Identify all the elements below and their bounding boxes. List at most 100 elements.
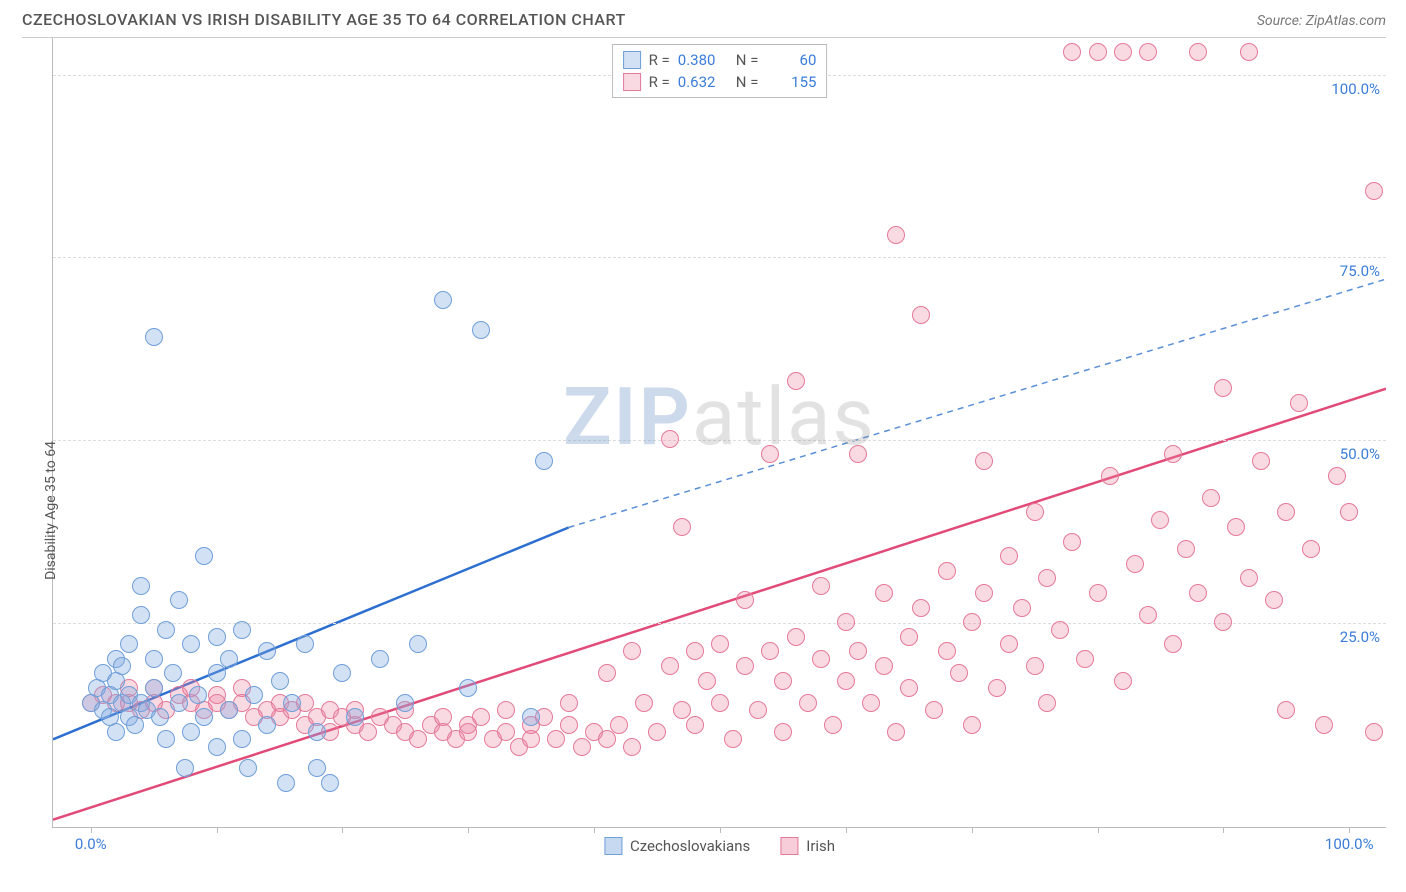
- scatter-point: [107, 723, 125, 741]
- legend-bottom-swatch-0: [604, 837, 622, 855]
- scatter-point: [787, 372, 805, 390]
- scatter-point: [522, 708, 540, 726]
- correlation-legend: R = 0.380 N = 60 R = 0.632 N = 155: [612, 44, 828, 98]
- scatter-point: [900, 628, 918, 646]
- scatter-point: [522, 730, 540, 748]
- scatter-point: [182, 723, 200, 741]
- scatter-point: [1038, 694, 1056, 712]
- chart-container: Disability Age 35 to 64 ZIPatlas R = 0.3…: [22, 37, 1386, 828]
- scatter-point: [1038, 569, 1056, 587]
- scatter-point: [208, 686, 226, 704]
- scatter-point: [1340, 503, 1358, 521]
- scatter-point: [1114, 43, 1132, 61]
- scatter-point: [195, 708, 213, 726]
- scatter-point: [774, 672, 792, 690]
- x-tick: [720, 827, 721, 833]
- scatter-point: [812, 577, 830, 595]
- scatter-point: [120, 635, 138, 653]
- legend-bottom-swatch-1: [780, 837, 798, 855]
- scatter-point: [434, 708, 452, 726]
- x-tick-label: 0.0%: [75, 835, 107, 853]
- scatter-point: [1089, 43, 1107, 61]
- scatter-point: [472, 708, 490, 726]
- scatter-point: [963, 613, 981, 631]
- scatter-point: [145, 328, 163, 346]
- legend-bottom-label-0: Czechoslovakians: [630, 837, 750, 855]
- scatter-point: [1089, 584, 1107, 602]
- scatter-point: [686, 716, 704, 734]
- legend-bottom-label-1: Irish: [806, 837, 835, 855]
- scatter-point: [164, 664, 182, 682]
- legend-r-value-1: 0.632: [678, 73, 728, 91]
- scatter-point: [409, 635, 427, 653]
- scatter-point: [761, 445, 779, 463]
- scatter-point: [359, 723, 377, 741]
- trend-line: [53, 389, 1386, 820]
- legend-n-label-1: N =: [736, 73, 759, 91]
- scatter-point: [975, 584, 993, 602]
- scatter-point: [170, 591, 188, 609]
- scatter-point: [711, 694, 729, 712]
- scatter-point: [774, 723, 792, 741]
- scatter-point: [1051, 621, 1069, 639]
- scatter-point: [837, 613, 855, 631]
- scatter-point: [346, 708, 364, 726]
- scatter-point: [333, 664, 351, 682]
- scatter-point: [208, 628, 226, 646]
- scatter-point: [1240, 569, 1258, 587]
- scatter-point: [724, 730, 742, 748]
- scatter-point: [321, 774, 339, 792]
- scatter-point: [1365, 182, 1383, 200]
- scatter-point: [277, 774, 295, 792]
- scatter-point: [151, 708, 169, 726]
- scatter-point: [1302, 540, 1320, 558]
- scatter-point: [145, 650, 163, 668]
- scatter-point: [673, 701, 691, 719]
- watermark: ZIPatlas: [563, 370, 876, 464]
- scatter-point: [1139, 43, 1157, 61]
- chart-title: CZECHOSLOVAKIAN VS IRISH DISABILITY AGE …: [22, 10, 626, 29]
- scatter-point: [1252, 452, 1270, 470]
- scatter-point: [1139, 606, 1157, 624]
- scatter-point: [1026, 503, 1044, 521]
- scatter-point: [736, 657, 754, 675]
- scatter-point: [296, 635, 314, 653]
- x-tick-label: 100.0%: [1325, 835, 1374, 853]
- scatter-point: [975, 452, 993, 470]
- scatter-point: [862, 694, 880, 712]
- scatter-point: [1189, 584, 1207, 602]
- scatter-point: [761, 642, 779, 660]
- scatter-point: [610, 716, 628, 734]
- scatter-point: [900, 679, 918, 697]
- legend-item-1: Irish: [780, 837, 835, 855]
- scatter-point: [1315, 716, 1333, 734]
- scatter-point: [497, 723, 515, 741]
- scatter-point: [208, 738, 226, 756]
- scatter-point: [623, 642, 641, 660]
- scatter-point: [113, 657, 131, 675]
- scatter-point: [787, 628, 805, 646]
- scatter-point: [1000, 635, 1018, 653]
- scatter-point: [245, 686, 263, 704]
- y-tick-label: 50.0%: [1340, 445, 1380, 463]
- y-axis-label: Disability Age 35 to 64: [43, 441, 59, 580]
- x-tick: [91, 827, 92, 833]
- scatter-point: [409, 730, 427, 748]
- scatter-point: [371, 650, 389, 668]
- scatter-point: [132, 577, 150, 595]
- x-tick: [217, 827, 218, 833]
- scatter-point: [1265, 591, 1283, 609]
- scatter-point: [1240, 43, 1258, 61]
- scatter-point: [1177, 540, 1195, 558]
- scatter-point: [736, 591, 754, 609]
- scatter-point: [308, 723, 326, 741]
- scatter-point: [547, 730, 565, 748]
- scatter-point: [126, 716, 144, 734]
- scatter-point: [233, 730, 251, 748]
- y-tick-label: 25.0%: [1340, 628, 1380, 646]
- scatter-point: [1126, 555, 1144, 573]
- scatter-point: [459, 723, 477, 741]
- legend-n-value-1: 155: [766, 73, 816, 91]
- watermark-zip: ZIP: [563, 370, 692, 464]
- plot-area: Disability Age 35 to 64 ZIPatlas R = 0.3…: [52, 38, 1386, 828]
